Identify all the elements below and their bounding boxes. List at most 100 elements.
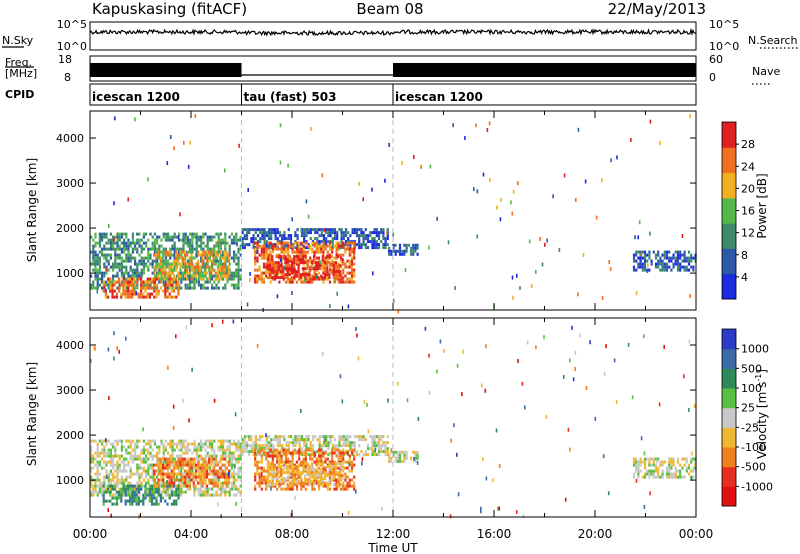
data-cell xyxy=(293,471,296,475)
data-cell xyxy=(96,259,99,263)
data-cell xyxy=(213,478,216,482)
data-cell xyxy=(215,232,218,236)
data-point xyxy=(221,319,224,324)
data-cell xyxy=(256,268,259,272)
data-cell xyxy=(142,457,145,461)
data-point xyxy=(519,286,521,290)
data-cell xyxy=(219,466,222,470)
data-cell xyxy=(96,241,99,245)
data-cell xyxy=(164,256,167,260)
data-cell xyxy=(267,271,270,275)
data-cell xyxy=(252,246,255,250)
data-point xyxy=(517,359,519,363)
data-cell xyxy=(302,280,305,284)
data-cell xyxy=(101,232,104,236)
data-cell xyxy=(157,289,160,293)
data-cell xyxy=(276,448,279,452)
data-cell xyxy=(287,280,290,284)
data-point xyxy=(169,135,172,139)
data-cell xyxy=(200,454,203,458)
data-cell xyxy=(127,463,130,467)
data-cell xyxy=(202,247,205,251)
data-cell xyxy=(219,256,222,260)
colorbar-swatch xyxy=(722,223,736,249)
data-point xyxy=(357,356,360,361)
data-cell xyxy=(131,460,134,464)
data-cell xyxy=(219,268,222,272)
data-cell xyxy=(337,241,340,245)
data-point xyxy=(310,127,312,131)
data-cell xyxy=(103,454,106,458)
data-cell xyxy=(159,463,162,467)
data-cell xyxy=(291,451,294,455)
data-cell xyxy=(122,283,125,287)
data-point xyxy=(184,255,187,260)
data-cell xyxy=(138,244,141,248)
date-title: 22/May/2013 xyxy=(608,0,706,18)
data-cell xyxy=(293,480,296,484)
nave-tick-top: 60 xyxy=(709,53,723,66)
data-cell xyxy=(233,481,236,485)
data-cell xyxy=(315,468,318,472)
data-cell xyxy=(298,241,301,245)
data-cell xyxy=(179,268,182,272)
data-cell xyxy=(366,447,370,451)
data-cell xyxy=(676,250,680,254)
data-cell xyxy=(409,249,413,253)
colorbar-swatch xyxy=(722,368,736,389)
data-cell xyxy=(114,235,117,239)
data-cell xyxy=(92,286,95,290)
data-cell xyxy=(344,247,347,251)
data-cell xyxy=(355,435,359,439)
data-point xyxy=(392,232,394,237)
data-cell xyxy=(188,460,191,464)
data-cell xyxy=(167,262,170,266)
data-cell xyxy=(147,463,150,467)
data-cell xyxy=(140,262,143,266)
data-cell xyxy=(124,484,127,488)
data-cell xyxy=(151,478,154,482)
data-cell xyxy=(161,253,165,257)
data-cell xyxy=(181,475,184,479)
data-cell xyxy=(289,237,293,241)
data-cell xyxy=(190,466,193,470)
data-cell xyxy=(665,253,669,257)
data-cell xyxy=(129,295,132,299)
data-cell xyxy=(114,469,117,473)
data-cell xyxy=(687,256,691,260)
data-cell xyxy=(151,490,154,494)
data-cell xyxy=(216,484,220,488)
data-cell xyxy=(145,472,148,476)
data-cell xyxy=(350,256,354,260)
data-cell xyxy=(334,483,338,487)
data-cell xyxy=(157,487,160,491)
data-cell xyxy=(155,274,158,278)
data-cell xyxy=(317,474,320,478)
data-cell xyxy=(112,247,115,251)
data-cell xyxy=(260,277,263,281)
data-cell xyxy=(191,235,194,239)
data-cell xyxy=(223,271,226,275)
data-cell xyxy=(375,228,378,232)
data-cell xyxy=(346,241,349,245)
data-cell xyxy=(277,480,280,484)
data-cell xyxy=(123,469,126,473)
data-cell xyxy=(327,234,330,238)
data-cell xyxy=(263,237,266,241)
data-cell xyxy=(350,262,354,266)
data-cell xyxy=(350,469,354,473)
data-cell xyxy=(318,444,321,448)
data-cell xyxy=(225,250,228,254)
data-cell xyxy=(320,247,323,251)
data-cell xyxy=(210,265,213,269)
data-cell xyxy=(171,238,174,242)
data-point xyxy=(498,506,501,511)
data-cell xyxy=(344,435,348,439)
data-cell xyxy=(168,481,171,485)
data-cell xyxy=(670,472,673,476)
data-cell xyxy=(184,490,187,494)
data-cell xyxy=(295,451,299,455)
data-cell xyxy=(237,469,240,473)
data-cell xyxy=(142,295,145,299)
data-cell xyxy=(668,466,671,470)
